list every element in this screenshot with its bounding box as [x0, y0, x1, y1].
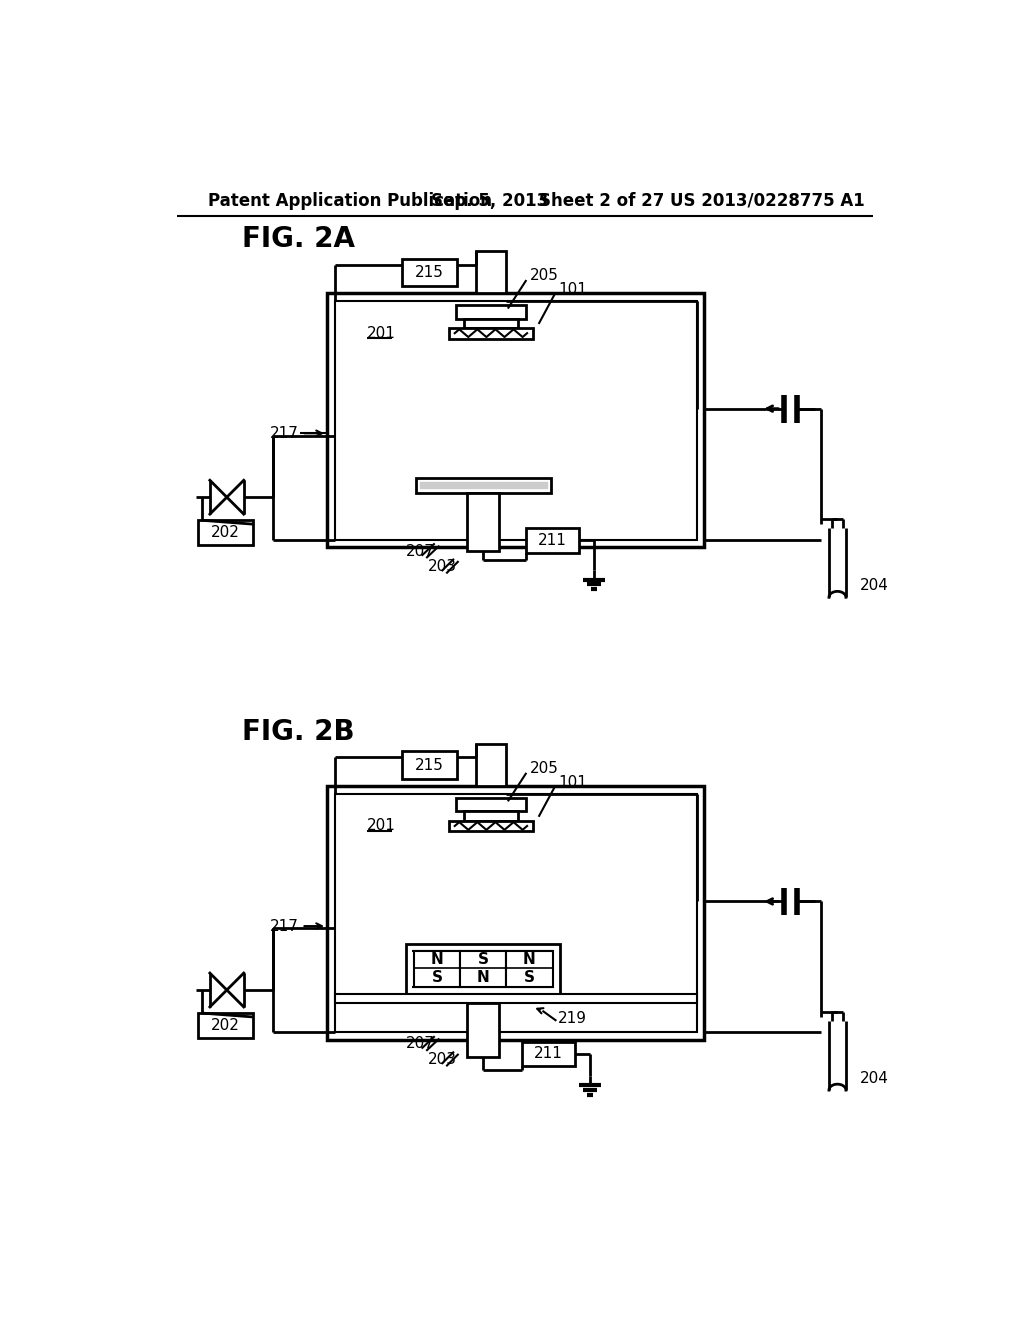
Text: 207: 207 [407, 544, 435, 558]
Bar [198, 1014, 253, 1038]
Bar [327, 293, 705, 548]
Text: 215: 215 [415, 265, 443, 280]
Text: N: N [523, 952, 536, 966]
Bar [457, 305, 525, 318]
Text: N: N [477, 970, 489, 985]
Text: N: N [431, 952, 443, 966]
Bar [449, 327, 534, 339]
Bar [401, 259, 457, 286]
Text: 204: 204 [860, 1071, 889, 1086]
Text: Sep. 5, 2013: Sep. 5, 2013 [431, 191, 548, 210]
Bar [506, 950, 553, 987]
Bar [335, 301, 696, 540]
Bar [467, 494, 500, 552]
Bar [401, 751, 457, 779]
Bar [464, 812, 518, 821]
Text: 211: 211 [535, 1047, 563, 1061]
Text: 219: 219 [558, 1011, 587, 1026]
Bar [457, 797, 525, 812]
Text: 203: 203 [428, 1052, 457, 1067]
Text: 203: 203 [428, 558, 457, 574]
Bar [464, 318, 518, 327]
Text: 207: 207 [407, 1036, 435, 1052]
Text: 205: 205 [529, 760, 558, 776]
Bar [414, 950, 460, 987]
Bar [327, 785, 705, 1040]
Bar [335, 793, 696, 1032]
Text: 211: 211 [538, 533, 567, 548]
Bar [526, 528, 579, 553]
Text: US 2013/0228775 A1: US 2013/0228775 A1 [670, 191, 864, 210]
Bar [420, 482, 547, 488]
Text: 204: 204 [860, 578, 889, 593]
Text: S: S [524, 970, 535, 985]
Text: 201: 201 [367, 326, 396, 341]
Bar [449, 821, 534, 832]
Text: 205: 205 [529, 268, 558, 282]
Text: 202: 202 [211, 1018, 240, 1034]
Bar [460, 950, 506, 987]
Text: 101: 101 [558, 281, 587, 297]
Text: Sheet 2 of 27: Sheet 2 of 27 [539, 191, 664, 210]
Text: Patent Application Publication: Patent Application Publication [208, 191, 492, 210]
Text: S: S [478, 952, 488, 966]
Text: FIG. 2B: FIG. 2B [243, 718, 355, 746]
Text: 101: 101 [558, 775, 587, 789]
Text: 217: 217 [269, 919, 298, 933]
Bar [198, 520, 253, 545]
Bar [407, 944, 560, 994]
Bar [416, 478, 551, 494]
Text: 202: 202 [211, 525, 240, 540]
Text: 217: 217 [269, 426, 298, 441]
Text: 201: 201 [367, 818, 396, 833]
Text: FIG. 2A: FIG. 2A [243, 226, 355, 253]
Bar [522, 1041, 574, 1067]
Bar [475, 251, 506, 293]
Text: S: S [431, 970, 442, 985]
Bar [475, 743, 506, 785]
Bar [467, 1003, 500, 1057]
Text: 215: 215 [415, 758, 443, 772]
Bar [335, 994, 696, 1003]
